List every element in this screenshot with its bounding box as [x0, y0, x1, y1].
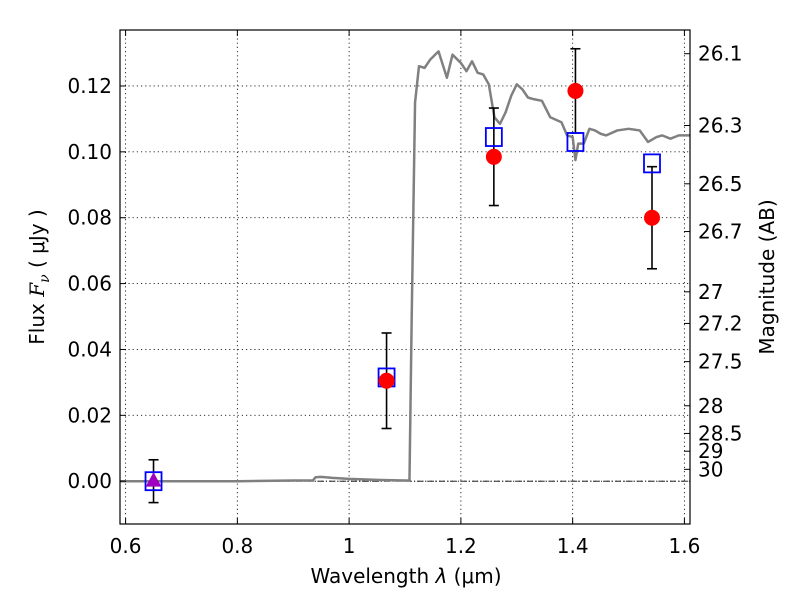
x-axis-title: Wavelength λ (μm) [310, 564, 501, 588]
x-tick-label: 1 [343, 534, 356, 558]
right-tick-label: 27 [698, 280, 723, 304]
right-tick-label: 30 [698, 457, 723, 481]
y-tick-labels: 0.00 0.02 0.04 0.06 0.08 0.10 0.12 [67, 74, 112, 493]
right-tick-label: 26.5 [698, 172, 743, 196]
y-tick-label: 0.06 [67, 272, 112, 296]
right-tick-label: 26.7 [698, 220, 743, 244]
tick-layer [120, 30, 690, 524]
x-tick-label: 1.2 [445, 534, 477, 558]
y-tick-label: 0.02 [67, 403, 112, 427]
grid-layer [120, 30, 690, 524]
right-tick-label: 27.2 [698, 311, 743, 335]
y-tick-label: 0.08 [67, 206, 112, 230]
observed-point [567, 82, 584, 99]
model-sed-layer [120, 50, 690, 483]
right-tick-label: 26.1 [698, 42, 743, 66]
observed-point [485, 148, 502, 165]
model-photometry-square [566, 132, 585, 152]
right-tick-label: 27.5 [698, 350, 743, 374]
right-tick-label: 26.3 [698, 114, 743, 138]
error-bar-layer [148, 47, 657, 504]
y-tick-label: 0.00 [67, 469, 112, 493]
right-tick-label: 28.5 [698, 421, 743, 445]
x-tick-label: 0.8 [221, 534, 253, 558]
upper-limit-triangle [145, 472, 162, 487]
y-axis-title: Flux Fν ( μJy ) [25, 209, 53, 344]
x-tick-labels: 0.6 0.8 1 1.2 1.4 1.6 [110, 534, 701, 558]
x-tick-label: 1.4 [557, 534, 589, 558]
right-tick-label: 28 [698, 394, 723, 418]
plot-frame [119, 29, 691, 525]
right-axis-title: Magnitude (AB) [755, 199, 779, 354]
model-photometry-square [484, 127, 503, 147]
x-tick-label: 1.6 [669, 534, 701, 558]
observed-point [644, 209, 660, 226]
model-photometry-square [643, 153, 661, 174]
x-tick-label: 0.6 [110, 534, 142, 558]
marker-layer [144, 82, 661, 492]
y-tick-label: 0.12 [67, 74, 112, 98]
y-tick-label: 0.04 [67, 337, 112, 361]
model-sed-curve [120, 50, 690, 483]
observed-point [378, 372, 395, 389]
y-tick-label: 0.10 [67, 140, 112, 164]
right-tick-label: 29 [698, 439, 723, 463]
